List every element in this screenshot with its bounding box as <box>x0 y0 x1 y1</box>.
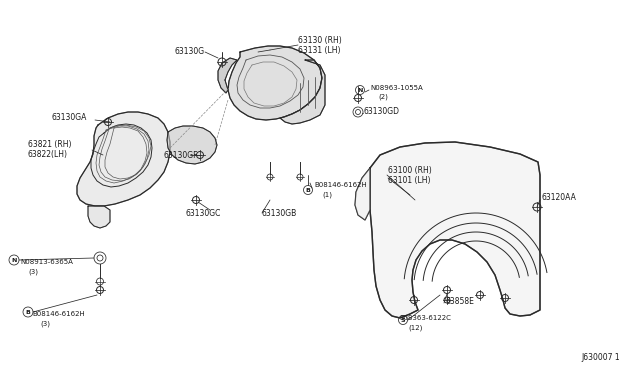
Text: J630007 1: J630007 1 <box>581 353 620 362</box>
Text: 63130GB: 63130GB <box>262 208 297 218</box>
Text: S08363-6122C: S08363-6122C <box>400 315 452 321</box>
Text: (3): (3) <box>40 321 50 327</box>
Text: B08146-6162H: B08146-6162H <box>32 311 84 317</box>
Text: N08963-1055A: N08963-1055A <box>370 85 423 91</box>
Text: N08913-6365A: N08913-6365A <box>20 259 73 265</box>
Text: 63822(LH): 63822(LH) <box>28 151 68 160</box>
Text: B: B <box>305 187 310 192</box>
Text: 63821 (RH): 63821 (RH) <box>28 141 72 150</box>
Text: 63858E: 63858E <box>446 298 475 307</box>
Text: 63130G: 63130G <box>175 48 205 57</box>
Polygon shape <box>77 112 170 206</box>
Text: (2): (2) <box>378 94 388 100</box>
Text: 63130GD: 63130GD <box>364 108 400 116</box>
Text: 63130GC: 63130GC <box>186 208 221 218</box>
Text: 63120AA: 63120AA <box>542 193 577 202</box>
Polygon shape <box>218 58 237 93</box>
Text: S: S <box>401 317 405 323</box>
Polygon shape <box>280 60 325 124</box>
Text: B08146-6162H: B08146-6162H <box>314 182 367 188</box>
Text: (3): (3) <box>28 269 38 275</box>
Text: 63100 (RH): 63100 (RH) <box>388 166 432 174</box>
Text: 63131 (LH): 63131 (LH) <box>298 45 340 55</box>
Text: (12): (12) <box>408 325 422 331</box>
Text: 63101 (LH): 63101 (LH) <box>388 176 431 185</box>
Text: B: B <box>26 310 31 314</box>
Polygon shape <box>370 142 540 318</box>
Text: (1): (1) <box>322 192 332 198</box>
Polygon shape <box>88 206 110 228</box>
Polygon shape <box>167 126 217 164</box>
Polygon shape <box>228 46 322 120</box>
Text: 63130 (RH): 63130 (RH) <box>298 35 342 45</box>
Text: N: N <box>12 257 17 263</box>
Polygon shape <box>355 168 370 220</box>
Text: N: N <box>357 87 363 93</box>
Text: 63130GA: 63130GA <box>52 113 88 122</box>
Text: 63130GF: 63130GF <box>164 151 198 160</box>
